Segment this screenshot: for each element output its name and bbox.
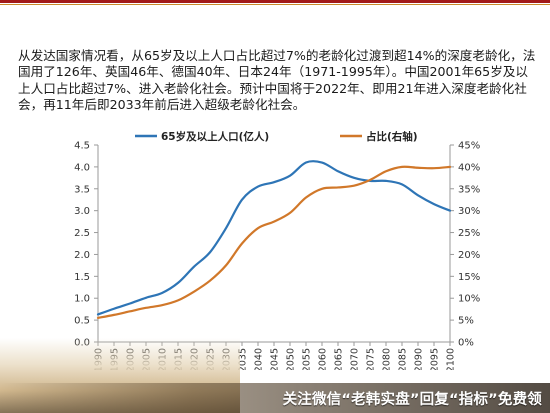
right-y-tick-label: 35% [458,184,480,195]
right-y-tick-label: 15% [458,272,480,283]
right-y-tick-label: 10% [458,294,480,305]
x-tick-label: 2095 [430,348,441,370]
footer-banner [0,383,550,413]
series-line-population [96,160,452,316]
summary-paragraph: 从发达国家情况看，从65岁及以上人口占比超过7%的老龄化过渡到超14%的深度老龄… [18,48,536,113]
left-y-tick-label: 3.0 [74,206,90,217]
header-rule-accent [0,4,550,5]
x-tick-label: 2090 [414,348,425,370]
right-y-tick-label: 40% [458,162,480,173]
x-tick-label: 2045 [270,348,281,370]
legend-label-population: 65岁及以上人口(亿人) [161,130,269,143]
x-tick-label: 2070 [350,348,361,370]
left-y-tick-label: 4.5 [74,141,90,152]
x-tick-label: 2040 [254,348,265,370]
x-tick-label: 2055 [302,348,313,370]
axes-layer: 4.54.03.53.02.52.01.51.00.50.045%40%35%3… [74,141,480,373]
left-y-tick-label: 2.0 [74,250,90,261]
x-tick-label: 2100 [446,348,457,370]
right-y-tick-label: 5% [458,316,474,327]
chart-container: 4.54.03.53.02.52.01.51.00.50.045%40%35%3… [0,120,550,373]
legend-label-share: 占比(右轴) [366,130,418,143]
series-layer [96,160,452,320]
left-y-tick-label: 4.0 [74,162,90,173]
left-y-tick-label: 3.5 [74,184,90,195]
left-y-tick-label: 2.5 [74,228,90,239]
header-rule [0,0,550,3]
series-line-share [96,165,452,320]
x-tick-label: 2050 [286,348,297,370]
x-tick-label: 2080 [382,348,393,370]
right-y-tick-label: 45% [458,141,480,152]
x-tick-label: 2085 [398,348,409,370]
footer-promo-text: 关注微信“老韩实盘”回复“指标”免费领 [282,392,542,408]
left-y-tick-label: 1.0 [74,294,90,305]
x-tick-label: 2075 [366,348,377,370]
chart-legend: 65岁及以上人口(亿人) 占比(右轴) [135,130,418,143]
left-y-tick-label: 1.5 [74,272,90,283]
x-tick-label: 2065 [334,348,345,370]
right-y-tick-label: 30% [458,206,480,217]
x-tick-label: 2060 [318,348,329,370]
x-tick-label: 2035 [238,348,249,370]
right-y-tick-label: 20% [458,250,480,261]
aging-population-chart: 4.54.03.53.02.52.01.51.00.50.045%40%35%3… [74,130,480,373]
right-y-tick-label: 25% [458,228,480,239]
left-y-tick-label: 0.5 [74,316,90,327]
right-y-tick-label: 0% [458,338,474,349]
